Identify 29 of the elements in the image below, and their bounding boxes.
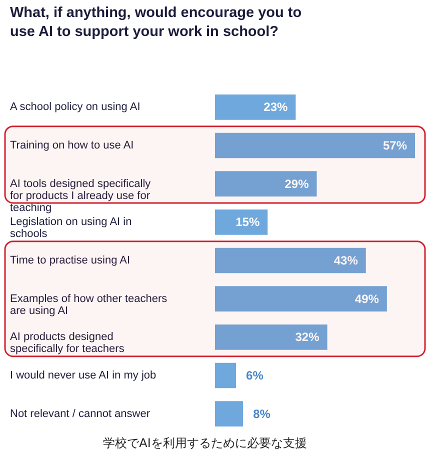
data-label: 57% bbox=[382, 138, 408, 152]
data-label: 43% bbox=[334, 254, 358, 268]
bar bbox=[215, 362, 236, 388]
data-label: 29% bbox=[284, 176, 310, 191]
chart-title: What, if anything, would encourage you to use AI to support your work in school? bbox=[10, 5, 302, 40]
data-label: 8% bbox=[253, 406, 271, 421]
y-tick-label: I would never use AI in my job bbox=[10, 370, 156, 382]
y-tick-label: Examples of how other teachers are using AI bbox=[10, 292, 168, 317]
bar bbox=[215, 248, 366, 274]
bar bbox=[215, 210, 268, 235]
y-tick-label: Not relevant / cannot answer bbox=[10, 408, 150, 420]
y-tick-label: Legislation on using AI in schools bbox=[10, 216, 132, 240]
bar bbox=[215, 324, 328, 350]
bar bbox=[215, 132, 415, 158]
text: 学校でAIを利用するために必要な支援 bbox=[103, 436, 307, 450]
bar bbox=[215, 171, 317, 196]
y-tick-label: AI products designed specifically for teachers bbox=[10, 331, 125, 356]
bar bbox=[215, 94, 296, 120]
data-label: 32% bbox=[295, 330, 320, 344]
y-tick-label: A school policy on using AI bbox=[10, 101, 140, 114]
bar bbox=[215, 286, 387, 312]
y-tick-label: AI tools designed specifically for products I already use for teaching bbox=[10, 178, 152, 214]
data-label: 15% bbox=[236, 215, 260, 230]
data-label: 49% bbox=[354, 292, 380, 306]
y-tick-label: Training on how to use AI bbox=[10, 140, 134, 152]
data-label: 23% bbox=[264, 100, 288, 114]
bar bbox=[215, 401, 244, 426]
data-label: 6% bbox=[246, 368, 264, 382]
y-tick-label: Time to practise using AI bbox=[10, 254, 130, 266]
